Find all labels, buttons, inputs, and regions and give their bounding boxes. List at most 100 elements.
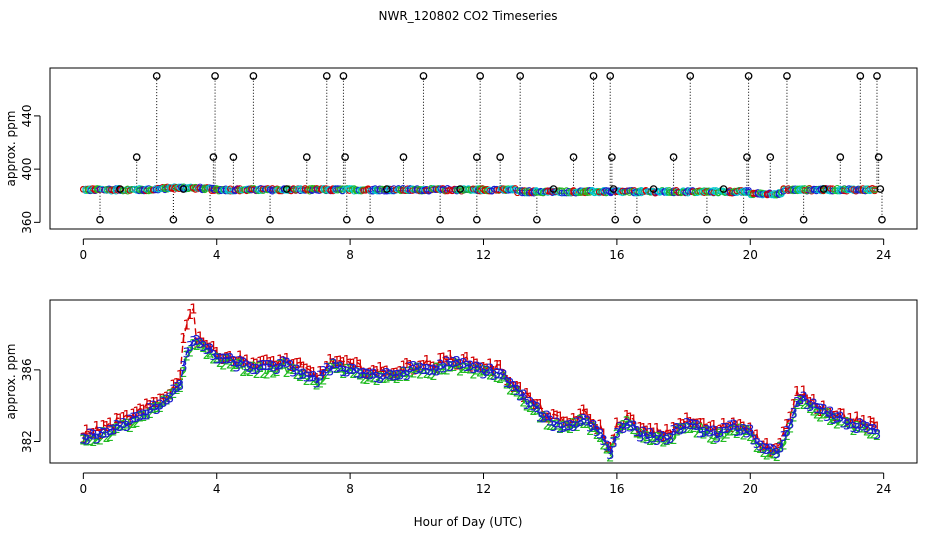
series-3-point: 3 (709, 425, 717, 440)
series-2-point: 2 (793, 398, 801, 413)
series-3-point: 3 (739, 423, 747, 438)
series-2-point: 2 (873, 429, 881, 444)
series-1-point: 1 (423, 354, 431, 369)
series-3-point: 3 (543, 410, 551, 425)
series-1-point: 1 (273, 359, 281, 374)
series-2-point: 2 (343, 363, 351, 378)
series-1-point: 1 (870, 416, 878, 431)
series-1-point: 1 (856, 417, 864, 432)
series-2-point: 2 (476, 365, 484, 380)
series-1-point: 1 (693, 418, 701, 433)
series-3-point: 3 (499, 369, 507, 384)
outlier-point (856, 72, 865, 80)
series-1-point: 1 (666, 428, 674, 443)
series-3-point: 3 (303, 370, 311, 385)
series-3-point: 3 (326, 364, 334, 379)
series-1-point: 1 (129, 407, 137, 422)
series-3-point: 3 (569, 420, 577, 435)
series-1-point: 1 (516, 381, 524, 396)
series-1-point: 1 (746, 421, 754, 436)
series-3-point: 3 (783, 425, 791, 440)
outlier-point (606, 72, 615, 80)
series-2-point: 2 (526, 401, 534, 416)
series-2-point: 2 (776, 441, 784, 456)
y-tick-label: 382 (20, 430, 34, 453)
series-2-point: 2 (556, 422, 564, 437)
y-axis: 382 386 (20, 358, 41, 453)
series-3-point: 3 (866, 423, 874, 438)
series-1-point: 1 (536, 398, 544, 413)
series-1-point: 1 (786, 410, 794, 425)
outlier-point (836, 153, 845, 161)
outlier-point (719, 185, 728, 193)
series-3-point: 3 (726, 419, 734, 434)
series-2-point: 2 (863, 425, 871, 440)
series-3-point: 3 (229, 355, 237, 370)
series-1: 1111111111111111111111111111111111111111… (79, 303, 881, 461)
x-tick-label: 16 (609, 248, 624, 262)
series-2-point: 2 (96, 434, 104, 449)
series-1-point: 1 (169, 378, 177, 393)
series-2-point: 2 (313, 379, 321, 394)
series-2-point: 2 (143, 408, 151, 423)
series-2-point: 2 (256, 361, 264, 376)
series-3-point: 3 (699, 426, 707, 441)
series-1-point: 1 (369, 364, 377, 379)
series-2-point: 2 (729, 424, 737, 439)
x-tick-label: 20 (743, 248, 758, 262)
x-tick-label: 8 (346, 482, 354, 496)
series-2-point: 2 (613, 429, 621, 444)
series-1-point: 1 (513, 380, 521, 395)
series-2-point: 2 (86, 434, 94, 449)
series-2-point: 2 (363, 373, 371, 388)
series-3-point: 3 (533, 401, 541, 416)
series-3-point: 3 (729, 419, 737, 434)
series-3-point: 3 (809, 398, 817, 413)
series-3-point: 3 (419, 363, 427, 378)
x-tick-label: 24 (876, 248, 891, 262)
series-3-point: 3 (806, 400, 814, 415)
data-point (96, 185, 103, 193)
outlier-point (322, 72, 331, 80)
series-2-point: 2 (346, 363, 354, 378)
series-2-point: 2 (860, 422, 868, 437)
series-3-point: 3 (336, 360, 344, 375)
plot-frame (49, 299, 918, 464)
y-axis: 360 400 440 (20, 104, 41, 234)
series-1-point: 1 (479, 361, 487, 376)
series-3-point: 3 (219, 353, 227, 368)
series-2-point: 2 (409, 367, 417, 382)
series-2-point: 2 (649, 433, 657, 448)
series-3-point: 3 (173, 381, 181, 396)
outlier-point (686, 72, 695, 80)
series-3-point: 3 (469, 362, 477, 377)
series-1-point: 1 (816, 405, 824, 420)
series-2-point: 2 (566, 422, 574, 437)
series-2-point: 2 (383, 372, 391, 387)
series-3-point: 3 (263, 359, 271, 374)
series-1-point: 1 (186, 308, 194, 323)
series-2-point: 2 (283, 366, 291, 381)
series-2-point: 2 (146, 407, 154, 422)
series-2-point: 2 (833, 417, 841, 432)
series-2-point: 2 (666, 432, 674, 447)
series-1-point: 1 (553, 409, 561, 424)
series-3-point: 3 (706, 425, 714, 440)
series-2-point: 2 (806, 402, 814, 417)
series-3-point: 3 (346, 363, 354, 378)
series-3-point: 3 (539, 411, 547, 426)
x-tick-label: 12 (476, 482, 491, 496)
series-3-point: 3 (839, 416, 847, 431)
series-1-point: 1 (139, 404, 147, 419)
series-2-point: 2 (396, 370, 404, 385)
series-1-point: 1 (853, 411, 861, 426)
series-3-point: 3 (646, 427, 654, 442)
series-2-point: 2 (386, 370, 394, 385)
series-3-point: 3 (609, 437, 617, 452)
series-1-point: 1 (443, 354, 451, 369)
series-3-point: 3 (836, 410, 844, 425)
series-3-point: 3 (396, 368, 404, 383)
series-2-point: 2 (813, 408, 821, 423)
series-1-point: 1 (476, 362, 484, 377)
